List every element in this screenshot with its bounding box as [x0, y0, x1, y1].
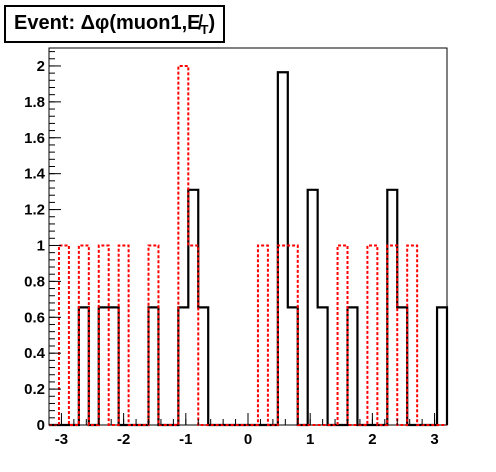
- series-1-bin-23: [278, 245, 288, 425]
- x-tick-label: 3: [430, 431, 438, 448]
- series-0-bin-35: [397, 307, 407, 425]
- chart-title: Event: Δφ(muon1,E̸T): [4, 5, 226, 43]
- series-1-bin-34: [387, 245, 397, 425]
- series-1-outline: [49, 64, 447, 426]
- y-tick-label: 0: [37, 417, 45, 434]
- x-tick-label: -1: [179, 431, 192, 448]
- series-1-bin-24: [288, 245, 298, 425]
- title-close: ): [208, 11, 216, 34]
- y-tick-label: 2: [37, 58, 45, 75]
- series-1-bin-14: [188, 245, 198, 425]
- y-tick-label: 1.4: [24, 166, 46, 183]
- series-0-bin-26: [308, 190, 318, 425]
- series-1-bin-36: [407, 245, 417, 425]
- series-1-bin-32: [367, 245, 377, 425]
- series-0-bin-30: [348, 307, 358, 425]
- series-1-bin-7: [119, 245, 129, 425]
- y-tick-label: 0.8: [24, 273, 45, 290]
- x-tick-label: 2: [368, 431, 376, 448]
- x-tick-label: 0: [244, 431, 252, 448]
- plot-frame: [48, 47, 448, 426]
- series-0-bin-6: [109, 307, 119, 425]
- series-1: [49, 64, 447, 426]
- y-tick-label: 1.6: [24, 130, 45, 147]
- axis-layer: 0 0.2 0.4 0.6 0.8 1 1.2 1.4 1.6 1.8 2 -3 -2 -1 0 1 2 3: [24, 51, 448, 448]
- chart-title-text: Event: Δφ(muon1,E̸T): [14, 12, 215, 37]
- y-tick-label: 1.8: [24, 94, 45, 111]
- series-0-bin-15: [198, 307, 208, 425]
- y-tick-label: 0.6: [24, 309, 45, 326]
- series-1-bin-21: [258, 245, 268, 425]
- series-1-bin-1: [59, 245, 69, 425]
- series-1-bin-10: [149, 245, 159, 425]
- title-sub: T: [200, 21, 209, 37]
- title-met: E̸: [187, 11, 201, 34]
- title-main: Event: Δφ(muon1,: [14, 11, 188, 34]
- series-0-bin-39: [437, 307, 447, 425]
- y-tick-label: 0.2: [24, 381, 45, 398]
- y-tick-label: 1: [37, 237, 45, 254]
- y-tick-label: 1.2: [24, 202, 45, 219]
- series-0-bin-27: [318, 307, 328, 425]
- series-1-bin-5: [99, 245, 109, 425]
- series-1-bin-29: [338, 245, 348, 425]
- series-1-bin-3: [79, 245, 89, 425]
- series-layer: [49, 64, 449, 427]
- series-1-bin-13: [178, 66, 188, 425]
- x-tick-label: 1: [306, 431, 314, 448]
- x-tick-label: -2: [117, 431, 130, 448]
- y-tick-label: 0.4: [24, 345, 46, 362]
- x-tick-label: -3: [55, 431, 68, 448]
